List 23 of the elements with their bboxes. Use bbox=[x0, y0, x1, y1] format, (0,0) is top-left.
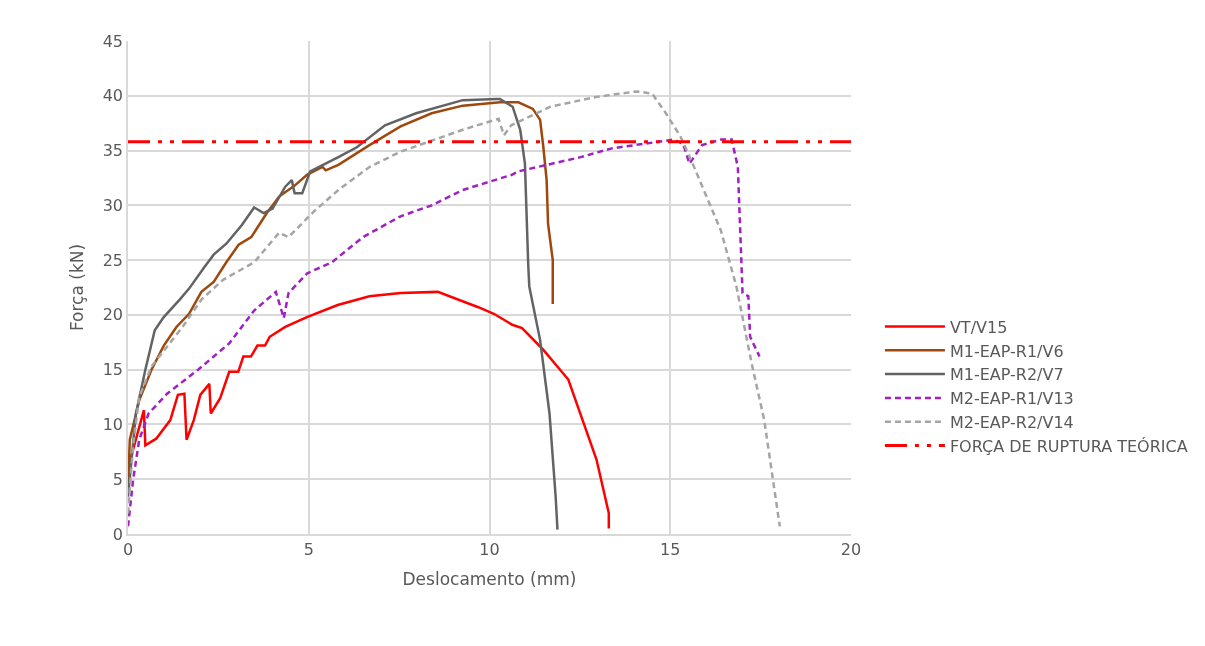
x-tick-label: 10 bbox=[479, 539, 500, 559]
legend-label: M2-EAP-R2/V14 bbox=[949, 412, 1074, 432]
y-tick-label: 20 bbox=[102, 305, 124, 325]
x-tick-label: 15 bbox=[660, 539, 681, 559]
y-tick-label: 10 bbox=[102, 415, 124, 435]
y-tick-label: 5 bbox=[112, 469, 124, 489]
y-tick-label: 40 bbox=[102, 86, 124, 106]
legend-label: M1-EAP-R2/V7 bbox=[949, 365, 1064, 385]
y-tick-label: 45 bbox=[102, 31, 124, 51]
y-tick-label: 25 bbox=[102, 250, 124, 270]
x-tick-label: 20 bbox=[840, 539, 862, 559]
line-series bbox=[128, 290, 611, 530]
y-tick-label: 0 bbox=[112, 524, 124, 544]
legend-label: M1-EAP-R1/V6 bbox=[949, 341, 1064, 361]
legend-label: M2-EAP-R1/V13 bbox=[949, 389, 1074, 409]
y-tick-label: 35 bbox=[102, 141, 124, 161]
legend-label: VT/V15 bbox=[949, 317, 1008, 337]
legend-label: FORÇA DE RUPTURA TEÓRICA bbox=[949, 436, 1188, 456]
y-axis-title: Força (kN) bbox=[66, 243, 87, 332]
x-axis-title: Deslocamento (mm) bbox=[402, 568, 577, 589]
x-tick-label: 5 bbox=[303, 539, 314, 559]
y-tick-label: 15 bbox=[102, 360, 124, 380]
y-tick-label: 30 bbox=[102, 195, 124, 215]
